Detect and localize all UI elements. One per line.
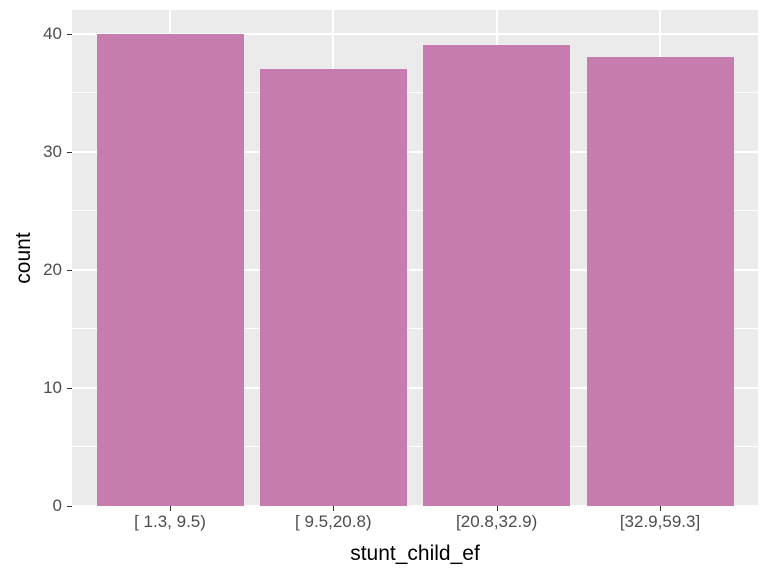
y-tick-mark [67,388,72,389]
chart-container: 010203040[ 1.3, 9.5)[ 9.5,20.8)[20.8,32.… [0,0,768,576]
x-tick-mark [333,506,334,511]
bar [587,57,734,506]
y-tick-mark [67,270,72,271]
x-axis-title: stunt_child_ef [350,542,480,566]
plot-area: 010203040[ 1.3, 9.5)[ 9.5,20.8)[20.8,32.… [72,10,758,506]
bar [97,34,244,506]
y-tick-mark [67,34,72,35]
y-tick-mark [67,152,72,153]
x-tick-mark [497,506,498,511]
bar [423,45,570,506]
y-axis-title: count [12,232,36,283]
bar [260,69,407,506]
x-tick-mark [170,506,171,511]
x-tick-mark [660,506,661,511]
y-tick-mark [67,506,72,507]
